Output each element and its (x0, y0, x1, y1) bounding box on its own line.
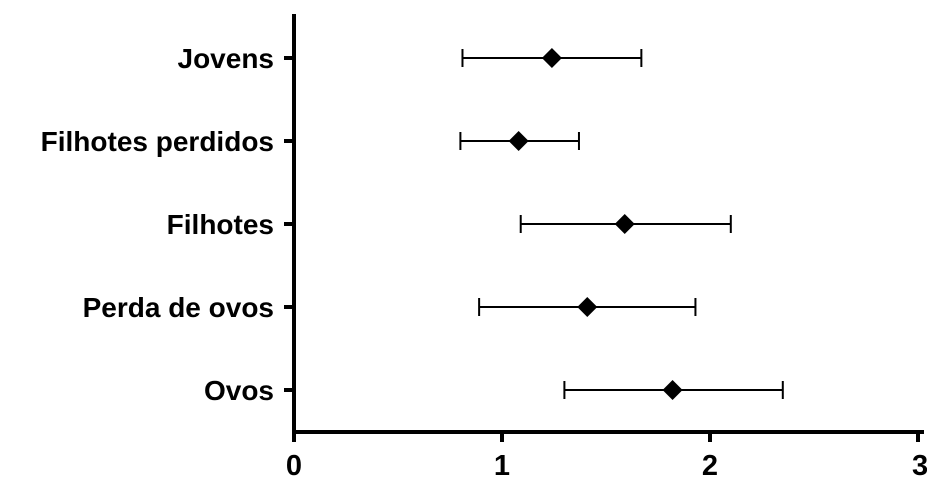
category-label-filhotes: Filhotes (167, 209, 274, 240)
x-tick-label-1: 1 (494, 450, 510, 478)
estimate-filhotes-perdidos (459, 131, 580, 151)
point-ovos (662, 380, 683, 400)
category-label-jovens: Jovens (178, 43, 275, 74)
x-tick-label-0: 0 (286, 450, 302, 478)
estimate-perda-de-ovos (478, 297, 697, 317)
point-jovens (541, 48, 562, 68)
point-perda-de-ovos (577, 297, 598, 317)
category-label-perda-de-ovos: Perda de ovos (83, 292, 274, 323)
point-filhotes (614, 214, 635, 234)
category-label-filhotes-perdidos: Filhotes perdidos (41, 126, 274, 157)
category-label-ovos: Ovos (204, 375, 274, 406)
estimate-jovens (461, 48, 643, 68)
x-tick-label-2: 2 (702, 450, 718, 478)
estimate-ovos (563, 380, 784, 400)
estimate-filhotes (519, 214, 732, 234)
x-axis-ticks: 0 1 2 3 (286, 432, 927, 478)
x-tick-label-3: 3 (912, 450, 927, 478)
data-marks (459, 48, 784, 400)
y-axis-ticks: Jovens Filhotes perdidos Filhotes Perda de … (41, 43, 294, 406)
point-filhotes-perdidos (508, 131, 529, 151)
